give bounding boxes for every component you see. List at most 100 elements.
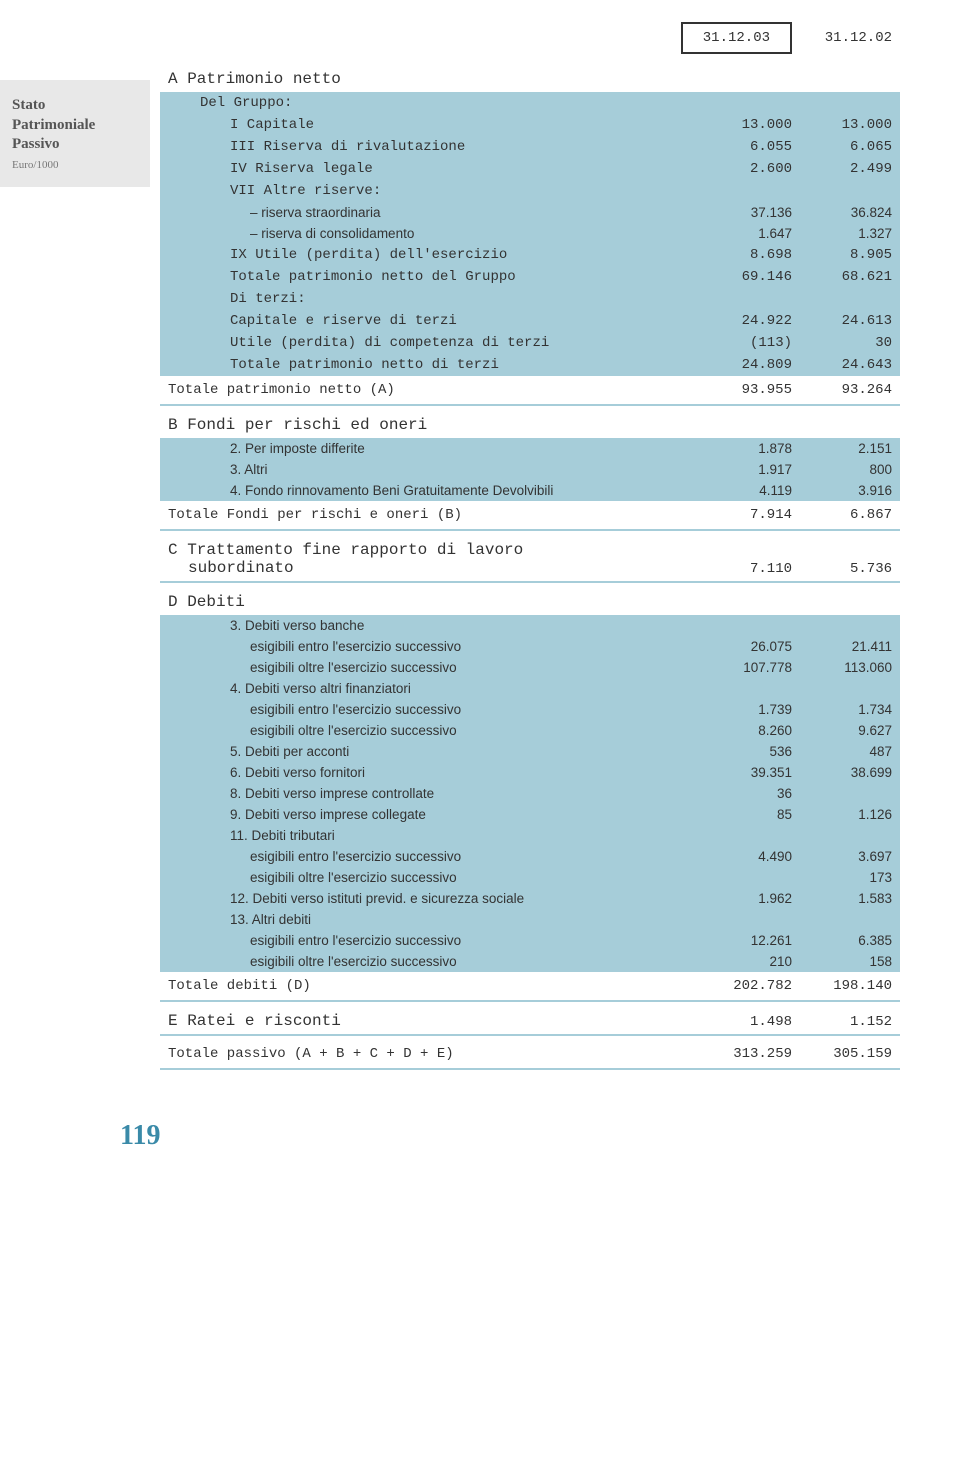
section-d-total-v2: 198.140 bbox=[800, 972, 900, 1001]
row-label: I Capitale bbox=[160, 114, 673, 136]
row-label: esigibili oltre l'esercizio successivo bbox=[160, 720, 673, 741]
row-label: IX Utile (perdita) dell'esercizio bbox=[160, 244, 673, 266]
row-label: 11. Debiti tributari bbox=[160, 825, 673, 846]
table-row: 4. Fondo rinnovamento Beni Gratuitamente… bbox=[160, 480, 900, 501]
section-b-total-label: Totale Fondi per rischi e oneri (B) bbox=[160, 501, 673, 530]
row-v2 bbox=[800, 180, 900, 202]
section-c-v2: 5.736 bbox=[800, 559, 900, 582]
row-v1: 107.778 bbox=[673, 657, 800, 678]
row-v1: (113) bbox=[673, 332, 800, 354]
table-row: 9. Debiti verso imprese collegate851.126 bbox=[160, 804, 900, 825]
row-v1 bbox=[673, 678, 800, 699]
table-row: Capitale e riserve di terzi24.92224.613 bbox=[160, 310, 900, 332]
table-row: 12. Debiti verso istituti previd. e sicu… bbox=[160, 888, 900, 909]
row-v2: 3.916 bbox=[800, 480, 900, 501]
table-row: IV Riserva legale2.6002.499 bbox=[160, 158, 900, 180]
sidebar-sub: Euro/1000 bbox=[12, 159, 138, 171]
table-row: IX Utile (perdita) dell'esercizio8.6988.… bbox=[160, 244, 900, 266]
row-v1: 4.119 bbox=[673, 480, 800, 501]
row-v1: 1.878 bbox=[673, 438, 800, 459]
row-label: esigibili entro l'esercizio successivo bbox=[160, 699, 673, 720]
table-row: esigibili entro l'esercizio successivo 1.… bbox=[160, 699, 900, 720]
row-v2: 3.697 bbox=[800, 846, 900, 867]
section-d-title: D Debiti bbox=[160, 582, 673, 615]
section-b-total: Totale Fondi per rischi e oneri (B) 7.91… bbox=[160, 501, 900, 530]
row-v1: 6.055 bbox=[673, 136, 800, 158]
table-row: 4. Debiti verso altri finanziatori bbox=[160, 678, 900, 699]
row-label: esigibili entro l'esercizio successivo bbox=[160, 636, 673, 657]
row-v2: 2.151 bbox=[800, 438, 900, 459]
section-e-title: E Ratei e risconti bbox=[160, 1001, 673, 1035]
row-label: 3. Altri bbox=[160, 459, 673, 480]
row-label: 3. Debiti verso banche bbox=[160, 615, 673, 636]
row-v2: 6.385 bbox=[800, 930, 900, 951]
table-row: Utile (perdita) di competenza di terzi(1… bbox=[160, 332, 900, 354]
row-label: 4. Debiti verso altri finanziatori bbox=[160, 678, 673, 699]
row-v1: 85 bbox=[673, 804, 800, 825]
row-v2: 68.621 bbox=[800, 266, 900, 288]
page-number: 119 bbox=[120, 1120, 900, 1152]
row-v2 bbox=[800, 288, 900, 310]
row-label: Utile (perdita) di competenza di terzi bbox=[160, 332, 673, 354]
section-a-total-label: Totale patrimonio netto (A) bbox=[160, 376, 673, 405]
section-b-title: B Fondi per rischi ed oneri bbox=[160, 405, 673, 438]
row-v2: 36.824 bbox=[800, 202, 900, 223]
sidebar-line3: Passivo bbox=[12, 136, 60, 152]
row-v2: 800 bbox=[800, 459, 900, 480]
row-v2 bbox=[800, 615, 900, 636]
row-v2: 8.905 bbox=[800, 244, 900, 266]
row-label: esigibili oltre l'esercizio successivo bbox=[160, 867, 673, 888]
row-label: 6. Debiti verso fornitori bbox=[160, 762, 673, 783]
table-row: – riserva di consolidamento1.6471.327 bbox=[160, 223, 900, 244]
row-label: 9. Debiti verso imprese collegate bbox=[160, 804, 673, 825]
row-v2: 38.699 bbox=[800, 762, 900, 783]
row-label: esigibili entro l'esercizio successivo bbox=[160, 846, 673, 867]
table-row: esigibili oltre l'esercizio successivo17… bbox=[160, 867, 900, 888]
row-label: 8. Debiti verso imprese controllate bbox=[160, 783, 673, 804]
row-v2: 21.411 bbox=[800, 636, 900, 657]
row-label: Di terzi: bbox=[160, 288, 673, 310]
grand-total-label: Totale passivo (A + B + C + D + E) bbox=[160, 1035, 673, 1069]
section-c-title1: C Trattamento fine rapporto di lavoro bbox=[160, 530, 673, 559]
table-row: 2. Per imposte differite1.8782.151 bbox=[160, 438, 900, 459]
table-row: 11. Debiti tributari bbox=[160, 825, 900, 846]
sidebar: Stato Patrimoniale Passivo Euro/1000 bbox=[0, 80, 150, 187]
row-v2: 6.065 bbox=[800, 136, 900, 158]
row-v1: 1.647 bbox=[673, 223, 800, 244]
section-b-total-v2: 6.867 bbox=[800, 501, 900, 530]
row-v2: 158 bbox=[800, 951, 900, 972]
section-a-total-v1: 93.955 bbox=[673, 376, 800, 405]
row-label: esigibili oltre l'esercizio successivo bbox=[160, 951, 673, 972]
section-d-body: 3. Debiti verso bancheesigibili entro l'… bbox=[160, 615, 900, 972]
section-e-v2: 1.152 bbox=[800, 1001, 900, 1035]
row-label: IV Riserva legale bbox=[160, 158, 673, 180]
row-v2: 1.734 bbox=[800, 699, 900, 720]
row-label: 12. Debiti verso istituti previd. e sicu… bbox=[160, 888, 673, 909]
table-row: esigibili oltre l'esercizio successivo10… bbox=[160, 657, 900, 678]
row-v1 bbox=[673, 180, 800, 202]
table-row: VII Altre riserve: bbox=[160, 180, 900, 202]
section-c-row1: C Trattamento fine rapporto di lavoro bbox=[160, 530, 900, 559]
section-d-total-label: Totale debiti (D) bbox=[160, 972, 673, 1001]
row-v2: 487 bbox=[800, 741, 900, 762]
row-label: Totale patrimonio netto del Gruppo bbox=[160, 266, 673, 288]
row-label: Capitale e riserve di terzi bbox=[160, 310, 673, 332]
grand-total-v1: 313.259 bbox=[673, 1035, 800, 1069]
row-v1 bbox=[673, 867, 800, 888]
row-v1 bbox=[673, 825, 800, 846]
table-row: 3. Debiti verso banche bbox=[160, 615, 900, 636]
table-row: 6. Debiti verso fornitori39.35138.699 bbox=[160, 762, 900, 783]
section-d-total-v1: 202.782 bbox=[673, 972, 800, 1001]
table-row: 3. Altri1.917800 bbox=[160, 459, 900, 480]
section-a-body: Del Gruppo: I Capitale13.00013.000III Ri… bbox=[160, 92, 900, 376]
row-v2 bbox=[800, 825, 900, 846]
row-v1: 536 bbox=[673, 741, 800, 762]
row-v2: 113.060 bbox=[800, 657, 900, 678]
table-row: 5. Debiti per acconti536487 bbox=[160, 741, 900, 762]
section-c-title2: subordinato bbox=[160, 559, 673, 582]
section-a-title: A Patrimonio netto bbox=[160, 60, 673, 92]
row-v2 bbox=[800, 909, 900, 930]
table-row: esigibili entro l'esercizio successivo4.… bbox=[160, 846, 900, 867]
row-v1: 69.146 bbox=[673, 266, 800, 288]
table-row: esigibili oltre l'esercizio successivo21… bbox=[160, 951, 900, 972]
